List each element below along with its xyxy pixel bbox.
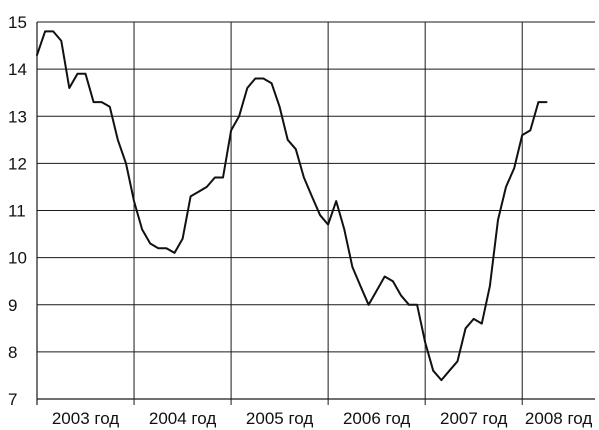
series-line-0: [36, 30, 548, 382]
x-tick-label-2007: 2007 год: [440, 409, 507, 428]
y-tick-label-10: 10: [8, 249, 27, 268]
y-tick-label-7: 7: [8, 390, 17, 409]
y-tick-label-11: 11: [8, 202, 26, 221]
y-tick-label-9: 9: [8, 296, 17, 315]
x-tick-label-2004: 2004 год: [149, 409, 216, 428]
grid: [37, 21, 595, 405]
x-tick-label-2008: 2008 год: [525, 409, 592, 428]
x-tick-label-2003: 2003 год: [52, 409, 119, 428]
y-tick-label-15: 15: [8, 13, 27, 32]
y-tick-label-14: 14: [8, 60, 27, 79]
y-tick-labels: 7 8 9 10 11 12 13 14 15: [8, 13, 27, 409]
series-group: [36, 30, 548, 382]
plot-frame: [36, 22, 595, 405]
y-tick-label-12: 12: [8, 154, 27, 173]
x-tick-label-2006: 2006 год: [343, 409, 410, 428]
x-tick-label-2005: 2005 год: [246, 409, 313, 428]
y-tick-label-13: 13: [8, 107, 27, 126]
x-tick-labels: 2003 год 2004 год 2005 год 2006 год 2007 год…: [52, 409, 593, 428]
y-tick-label-8: 8: [8, 343, 17, 362]
